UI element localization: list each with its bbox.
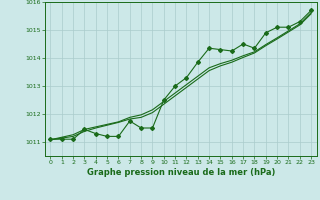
X-axis label: Graphe pression niveau de la mer (hPa): Graphe pression niveau de la mer (hPa) [87,168,275,177]
